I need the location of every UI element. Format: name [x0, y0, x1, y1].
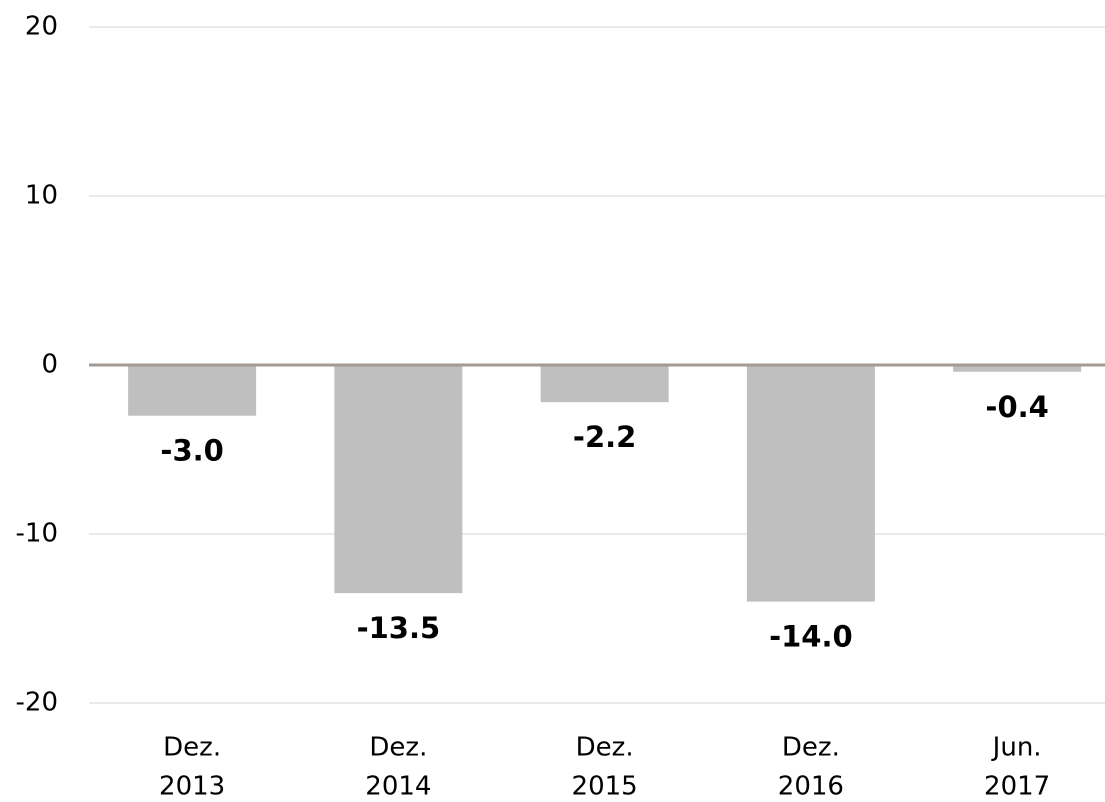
- x-tick-label: 2013: [159, 772, 225, 802]
- x-tick-label: 2014: [365, 772, 431, 802]
- x-tick-label: Jun.: [991, 733, 1042, 763]
- y-tick-label: 10: [25, 181, 58, 211]
- bar: [334, 365, 463, 594]
- y-tick-label: -10: [16, 519, 58, 549]
- x-tick-label: 2017: [984, 772, 1050, 802]
- x-tick-label: Dez.: [782, 733, 840, 763]
- x-tick-label: Dez.: [369, 733, 427, 763]
- value-label: -13.5: [357, 611, 441, 645]
- y-tick-label: 20: [25, 12, 58, 42]
- bar: [540, 365, 669, 403]
- y-tick-label: 0: [41, 350, 58, 380]
- x-tick-label: Dez.: [163, 733, 221, 763]
- bar: [746, 365, 875, 602]
- value-label: -14.0: [769, 620, 853, 654]
- x-tick-label: 2016: [778, 772, 844, 802]
- y-tick-label: -20: [16, 688, 58, 718]
- value-label: -0.4: [985, 390, 1048, 424]
- bar: [953, 365, 1082, 372]
- value-label: -2.2: [573, 420, 636, 454]
- x-tick-label: Dez.: [576, 733, 634, 763]
- x-tick-label: 2015: [572, 772, 638, 802]
- value-label: -3.0: [160, 434, 223, 468]
- bar: [128, 365, 257, 416]
